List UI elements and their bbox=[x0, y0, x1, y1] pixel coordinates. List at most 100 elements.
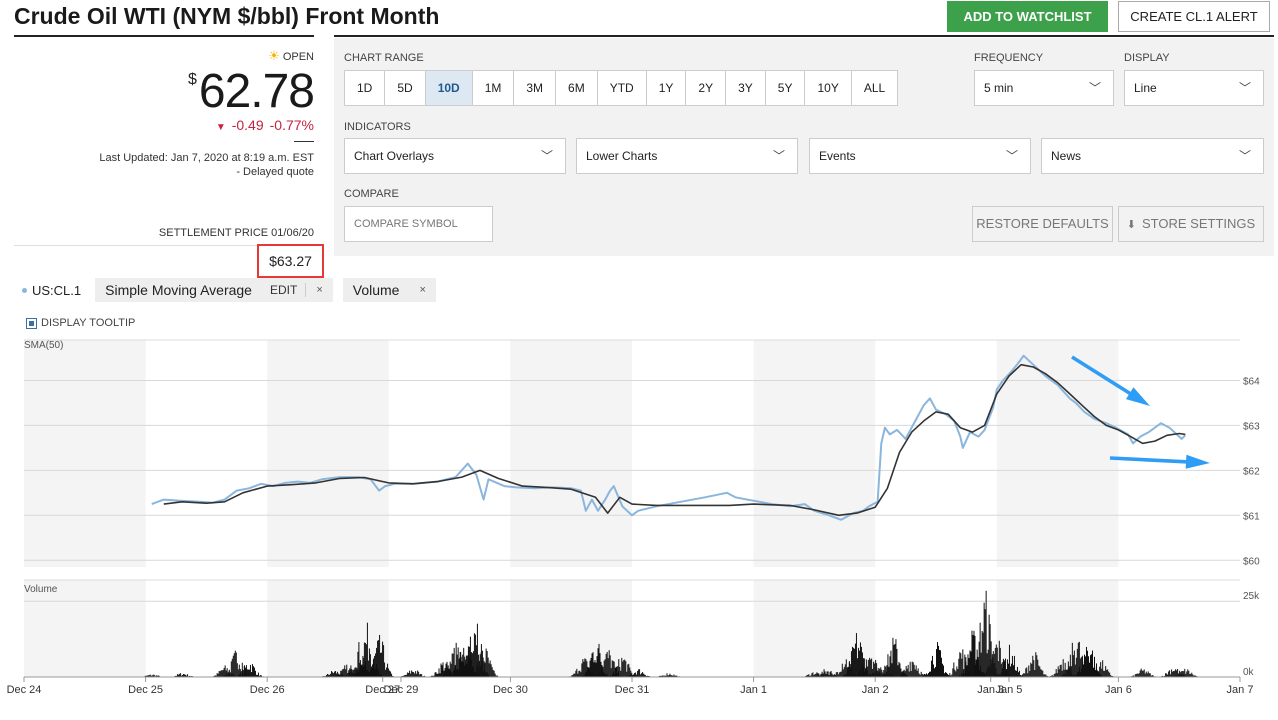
volume-bar bbox=[338, 673, 340, 677]
store-settings-button[interactable]: ⬇ STORE SETTINGS bbox=[1118, 206, 1264, 242]
volume-bar bbox=[808, 674, 810, 677]
checkbox-icon[interactable] bbox=[26, 317, 37, 329]
volume-bar bbox=[1086, 646, 1087, 677]
lower-charts-select[interactable]: Lower Charts ﹀ bbox=[576, 138, 798, 174]
volume-bar bbox=[458, 659, 460, 677]
frequency-select[interactable]: 5 min ﹀ bbox=[974, 70, 1114, 106]
volume-bar bbox=[976, 649, 978, 677]
volume-bar bbox=[912, 662, 914, 677]
volume-bar bbox=[337, 675, 339, 677]
volume-bar bbox=[869, 675, 871, 677]
volume-bar bbox=[405, 674, 407, 677]
divider bbox=[14, 245, 314, 246]
volume-bar bbox=[1092, 650, 1093, 677]
volume-bar bbox=[617, 666, 619, 677]
range-button-5y[interactable]: 5Y bbox=[766, 71, 806, 105]
chart-overlays-select[interactable]: Chart Overlays ﹀ bbox=[344, 138, 566, 174]
volume-bar bbox=[409, 670, 411, 677]
volume-bar bbox=[605, 653, 607, 677]
range-button-3m[interactable]: 3M bbox=[514, 71, 557, 105]
range-button-2y[interactable]: 2Y bbox=[686, 71, 727, 105]
volume-bar bbox=[1050, 675, 1052, 677]
volume-bar bbox=[676, 675, 678, 677]
news-select[interactable]: News ﹀ bbox=[1041, 138, 1264, 174]
restore-defaults-button[interactable]: RESTORE DEFAULTS bbox=[972, 206, 1113, 242]
range-button-6m[interactable]: 6M bbox=[556, 71, 598, 105]
display-select[interactable]: Line ﹀ bbox=[1124, 70, 1264, 106]
volume-tick-label: 0k bbox=[1243, 667, 1255, 678]
volume-bar bbox=[815, 673, 817, 677]
compare-symbol-input[interactable] bbox=[344, 206, 493, 242]
volume-bar bbox=[812, 672, 814, 677]
range-button-10d[interactable]: 10D bbox=[425, 71, 473, 105]
volume-bar bbox=[643, 673, 645, 677]
volume-bar bbox=[1173, 671, 1175, 677]
volume-bar bbox=[1029, 671, 1031, 677]
range-button-5d[interactable]: 5D bbox=[385, 71, 426, 105]
volume-bar bbox=[469, 636, 471, 677]
volume-bar bbox=[349, 669, 351, 677]
volume-bar bbox=[998, 640, 1000, 677]
volume-bar bbox=[598, 643, 600, 677]
volume-bar bbox=[343, 668, 345, 677]
volume-bar bbox=[353, 673, 355, 677]
range-button-1m[interactable]: 1M bbox=[473, 71, 515, 105]
remove-volume-icon[interactable]: × bbox=[419, 284, 426, 296]
volume-bar bbox=[838, 672, 840, 677]
volume-bar bbox=[596, 673, 598, 677]
volume-bar bbox=[910, 670, 912, 677]
volume-bar bbox=[874, 674, 876, 677]
volume-bar bbox=[666, 673, 668, 677]
volume-bar bbox=[978, 641, 980, 677]
volume-bar bbox=[352, 669, 354, 677]
range-button-10y[interactable]: 10Y bbox=[805, 71, 852, 105]
volume-bar bbox=[837, 674, 839, 677]
volume-bar bbox=[932, 655, 933, 677]
volume-bar bbox=[988, 614, 990, 677]
edit-sma-button[interactable]: EDIT bbox=[270, 283, 307, 297]
create-alert-button[interactable]: CREATE CL.1 ALERT bbox=[1118, 1, 1270, 32]
volume-bar bbox=[1109, 672, 1111, 677]
volume-bar bbox=[958, 658, 960, 677]
chevron-down-icon: ﹀ bbox=[1238, 81, 1251, 95]
volume-bar bbox=[1103, 670, 1105, 677]
volume-bar bbox=[576, 668, 578, 677]
last-price: 62.78 bbox=[198, 65, 315, 118]
range-button-3y[interactable]: 3Y bbox=[726, 71, 766, 105]
volume-bar bbox=[963, 673, 965, 677]
volume-bar bbox=[175, 675, 177, 677]
volume-bar bbox=[583, 675, 585, 677]
remove-sma-icon[interactable]: × bbox=[316, 284, 323, 296]
volume-bar bbox=[352, 675, 354, 677]
volume-bar bbox=[587, 667, 589, 677]
events-select[interactable]: Events ﹀ bbox=[809, 138, 1031, 174]
range-button-1y[interactable]: 1Y bbox=[647, 71, 687, 105]
volume-bar bbox=[917, 668, 919, 677]
day-band bbox=[24, 580, 146, 677]
range-button-ytd[interactable]: YTD bbox=[598, 71, 647, 105]
chart-range-group: 1D 5D 10D 1M 3M 6M YTD 1Y 2Y 3Y 5Y 10Y ALL bbox=[344, 70, 899, 106]
volume-bar bbox=[487, 657, 489, 677]
range-button-1d[interactable]: 1D bbox=[345, 71, 386, 105]
volume-bar bbox=[944, 673, 945, 677]
download-icon: ⬇ bbox=[1126, 219, 1137, 231]
volume-bar bbox=[472, 673, 474, 677]
volume-bar bbox=[1132, 675, 1134, 677]
volume-bar bbox=[814, 674, 816, 677]
volume-bar bbox=[1043, 674, 1045, 677]
volume-bar bbox=[408, 672, 410, 677]
range-button-all[interactable]: ALL bbox=[863, 81, 886, 95]
volume-bar bbox=[471, 675, 473, 677]
volume-bar bbox=[1052, 675, 1054, 677]
add-to-watchlist-button[interactable]: ADD TO WATCHLIST bbox=[947, 1, 1108, 32]
price-chart[interactable]: SMA(50) Volume $64 $63 $62 $61 $60 25k 0k Dec… bbox=[0, 330, 1278, 720]
volume-bar bbox=[940, 650, 941, 677]
volume-bar bbox=[996, 647, 998, 677]
volume-bar bbox=[1171, 669, 1173, 677]
display-tooltip-toggle[interactable]: DISPLAY TOOLTIP bbox=[26, 317, 135, 329]
volume-bar bbox=[367, 660, 369, 677]
volume-bar bbox=[1040, 669, 1042, 677]
volume-bar bbox=[939, 649, 940, 677]
volume-bar bbox=[387, 663, 389, 677]
volume-bar bbox=[931, 660, 932, 677]
